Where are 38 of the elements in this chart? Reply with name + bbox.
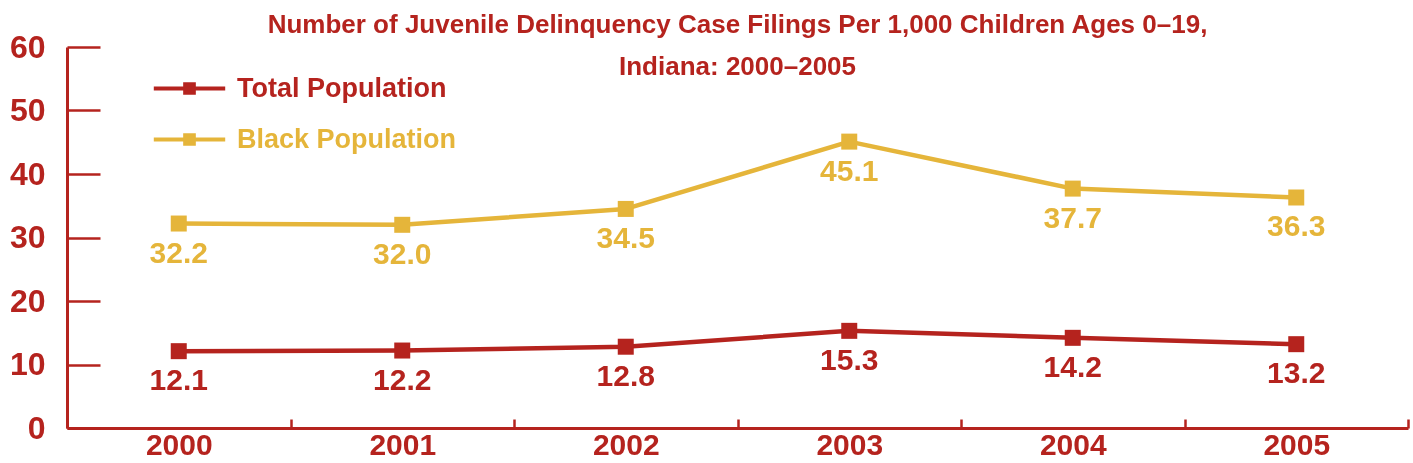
legend-label: Black Population (237, 123, 457, 154)
y-tick-label: 50 (9, 92, 46, 128)
data-label: 37.7 (1043, 200, 1102, 234)
y-tick-label: 10 (9, 346, 46, 382)
point (1064, 329, 1081, 346)
data-label: 12.1 (149, 363, 208, 397)
point (841, 322, 858, 339)
data-label: 36.3 (1267, 209, 1326, 243)
data-label: 45.1 (820, 153, 879, 187)
data-label: 32.2 (149, 235, 208, 269)
point (1288, 336, 1305, 353)
x-tick-label: 2001 (369, 427, 437, 461)
point (1064, 180, 1081, 197)
y-tick-label: 30 (9, 219, 46, 255)
point (1288, 189, 1305, 206)
data-label: 15.3 (820, 342, 879, 376)
x-tick-label: 2003 (816, 427, 884, 461)
y-tick-label: 0 (27, 409, 46, 446)
x-tick-label: 2000 (145, 427, 213, 461)
point (170, 215, 187, 232)
y-tick-label: 20 (9, 282, 46, 319)
x-tick-label: 2004 (1039, 427, 1107, 461)
point (841, 133, 858, 150)
data-label: 34.5 (596, 220, 655, 254)
x-tick-label: 2002 (592, 427, 660, 461)
data-label: 12.2 (373, 362, 432, 396)
data-label: 13.2 (1267, 356, 1326, 390)
point (394, 216, 411, 233)
y-tick-label: 60 (9, 28, 46, 65)
data-label: 14.2 (1043, 349, 1102, 383)
point (617, 338, 634, 355)
point (170, 343, 187, 360)
point (617, 200, 634, 217)
x-tick-label: 2005 (1263, 427, 1331, 461)
data-label: 12.8 (596, 358, 655, 392)
data-label: 32.0 (373, 236, 432, 270)
point (394, 342, 411, 359)
y-tick-label: 40 (9, 155, 46, 192)
